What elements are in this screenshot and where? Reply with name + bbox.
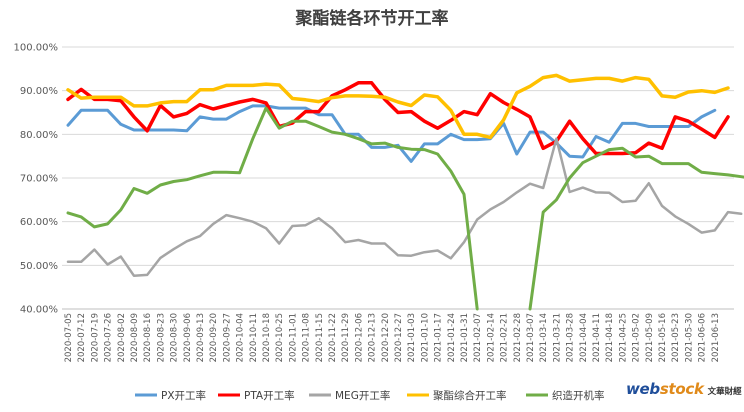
x-tick-label: 2020-10-11 [249, 313, 259, 362]
series-line [66, 81, 730, 156]
x-tick-label: 2021-02-07 [473, 313, 483, 362]
x-tick-label: 2021-03-28 [566, 313, 576, 362]
x-tick-label: 2020-08-30 [170, 313, 180, 362]
x-tick-label: 2021-05-16 [658, 313, 668, 362]
logo-stock: stock [659, 380, 704, 398]
x-tick-label: 2021-02-14 [486, 313, 496, 362]
legend-label: MEG开工率 [335, 389, 390, 402]
series-lines [66, 73, 744, 311]
x-tick-label: 2021-03-14 [539, 313, 549, 362]
x-tick-label: 2020-09-20 [209, 313, 219, 362]
x-tick-label: 2020-08-23 [156, 313, 166, 362]
legend: PX开工率 PTA开工率 MEG开工率 聚酯综合开工率 织造开机率 [135, 389, 605, 402]
x-tick-label: 2021-02-21 [500, 313, 510, 362]
legend-label: PTA开工率 [244, 389, 295, 402]
y-tick-label: 40.00% [20, 305, 58, 316]
series-line [66, 73, 730, 140]
x-tick-label: 2020-09-13 [196, 313, 206, 362]
x-tick-label: 2021-01-31 [460, 313, 470, 362]
x-tick-label: 2020-11-01 [288, 313, 298, 362]
x-tick-label: 2020-07-26 [104, 313, 114, 362]
x-tick-label: 2020-08-02 [117, 313, 127, 362]
legend-label: 织造开机率 [552, 389, 605, 402]
y-tick-label: 100.00% [14, 43, 59, 54]
x-tick-label: 2020-11-15 [315, 313, 325, 362]
x-tick-label: 2021-02-28 [513, 313, 523, 362]
y-tick-label: 70.00% [20, 174, 58, 185]
x-tick-label: 2020-11-22 [328, 313, 338, 362]
x-tick-label: 2020-09-06 [183, 313, 193, 362]
y-tick-label: 80.00% [20, 130, 58, 141]
x-tick-label: 2021-01-17 [434, 313, 444, 362]
grid [62, 46, 734, 310]
logo-web: web [626, 380, 660, 398]
x-tick-label: 2020-10-18 [262, 313, 272, 362]
y-tick-label: 60.00% [20, 217, 58, 228]
x-tick-label: 2020-10-25 [275, 313, 285, 362]
x-tick-label: 2021-04-11 [592, 313, 602, 362]
y-tick-label: 50.00% [20, 261, 58, 272]
x-tick-label: 2021-05-09 [645, 313, 655, 362]
x-tick-label: 2020-12-06 [354, 313, 364, 362]
x-tick-label: 2021-06-13 [711, 313, 721, 362]
x-tick-label: 2020-08-16 [143, 313, 153, 362]
x-tick-label: 2021-03-07 [526, 313, 536, 362]
x-tick-label: 2021-03-21 [552, 313, 562, 362]
series-line [66, 137, 743, 278]
x-tick-label: 2020-07-12 [77, 313, 87, 362]
x-tick-label: 2020-07-05 [64, 313, 74, 362]
x-tick-label: 2020-12-13 [368, 313, 378, 362]
x-tick-label: 2020-11-08 [302, 313, 312, 362]
series-line [66, 106, 744, 311]
logo-subtext: 文華財經 [707, 387, 742, 397]
legend-label: 聚酯综合开工率 [433, 389, 507, 402]
webstock-logo: webstock 文華財經 [626, 379, 742, 403]
x-tick-label: 2021-05-23 [671, 313, 681, 362]
x-tick-label: 2020-09-27 [222, 313, 232, 362]
x-tick-label: 2020-08-09 [130, 313, 140, 362]
x-tick-label: 2020-10-04 [236, 313, 246, 362]
x-tick-label: 2021-01-24 [447, 313, 457, 362]
y-tick-label: 90.00% [20, 86, 58, 97]
x-tick-label: 2020-12-20 [381, 313, 391, 362]
legend-label: PX开工率 [161, 389, 206, 402]
y-axis-ticks: 40.00% 50.00% 60.00% 70.00% 80.00% 90.00% 100.… [14, 43, 59, 316]
x-axis-ticks: 2020-07-05 2020-07-12 2020-07-19 2020-07-26… [64, 313, 721, 362]
x-tick-label: 2020-07-19 [90, 313, 100, 362]
x-tick-label: 2020-11-29 [341, 313, 351, 362]
x-tick-label: 2021-05-30 [684, 313, 694, 362]
x-tick-label: 2021-04-04 [579, 313, 589, 362]
x-tick-label: 2021-04-18 [605, 313, 615, 362]
x-tick-label: 2021-05-02 [632, 313, 642, 362]
x-tick-label: 2021-01-10 [420, 313, 430, 362]
x-tick-label: 2020-12-27 [394, 313, 404, 362]
x-tick-label: 2021-04-25 [618, 313, 628, 362]
x-tick-label: 2021-06-06 [698, 313, 708, 362]
x-tick-label: 2021-01-03 [407, 313, 417, 362]
chart-title: 聚酯链各环节开工率 [295, 8, 449, 29]
